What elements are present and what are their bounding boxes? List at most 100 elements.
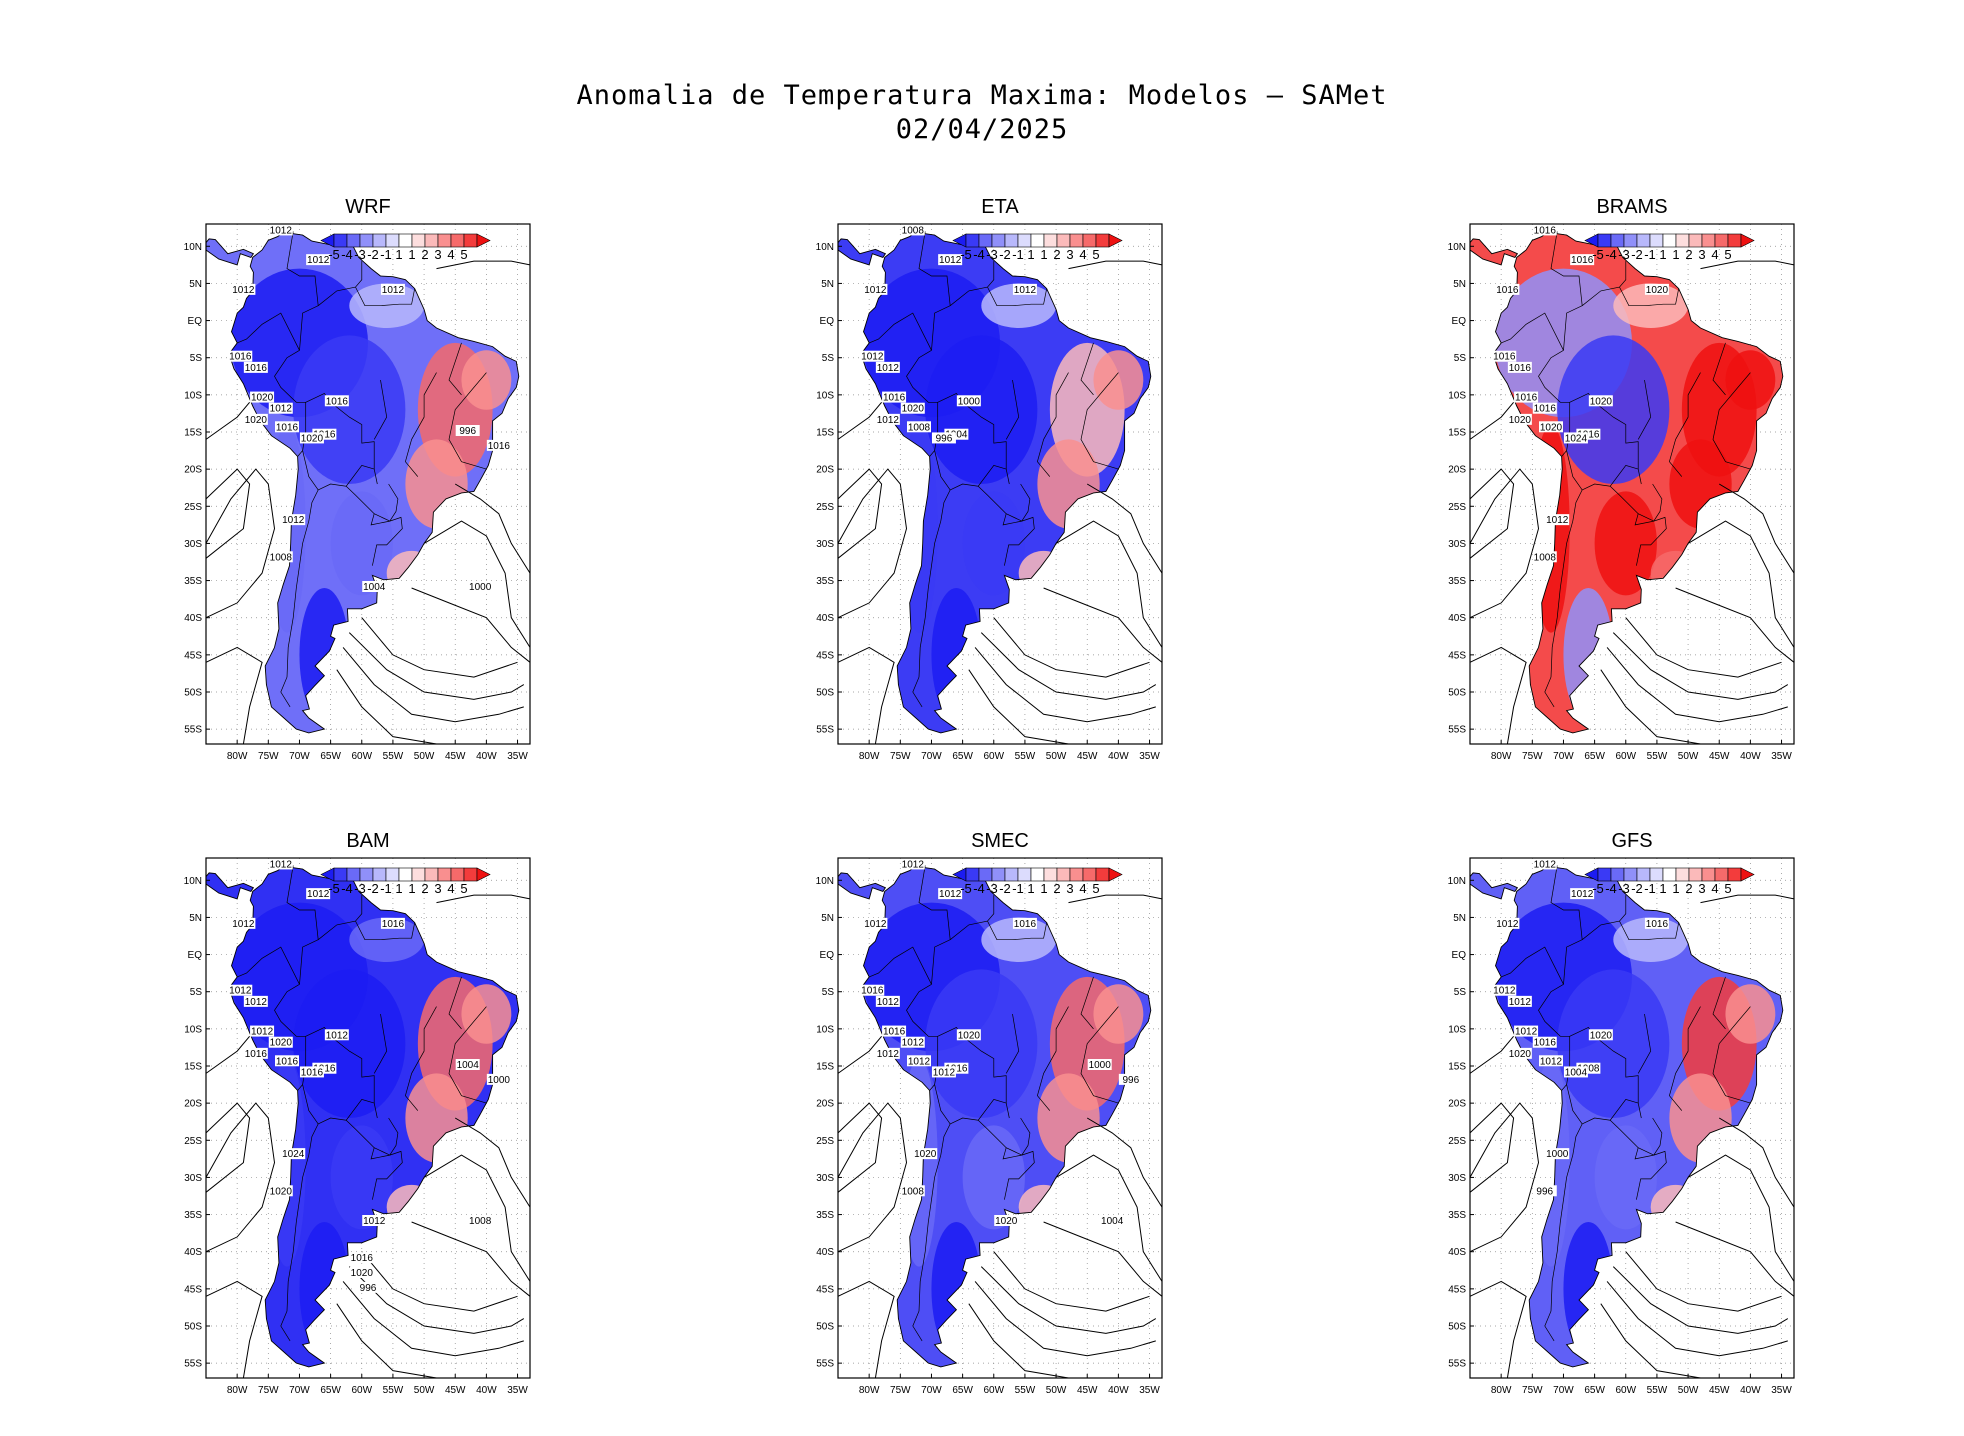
lon-tick-label: 55W	[1647, 1385, 1668, 1396]
map-frame	[1469, 857, 1795, 1379]
isobar-label-bg	[455, 1059, 480, 1070]
lat-tick-label: 55S	[184, 1359, 202, 1370]
isobar-label-bg	[938, 254, 963, 266]
isobar-label: 1016	[1534, 1038, 1557, 1049]
isobar-label: 1012	[1571, 889, 1594, 900]
isobar-label: 1008	[1577, 1064, 1600, 1075]
colorbar-label: -4	[1605, 247, 1617, 262]
lon-tick-label: 45W	[1077, 751, 1098, 762]
colorbar-label: -4	[973, 247, 985, 262]
colorbar-label: 5	[1724, 881, 1731, 896]
isobar-label-bg	[468, 581, 493, 592]
isobar-label-bg	[1532, 858, 1557, 870]
isobar-label: 1012	[1534, 859, 1557, 870]
colorbar-label: -5	[328, 881, 340, 896]
isobar-label: 1016	[313, 1064, 336, 1075]
isobar-label: 1000	[1546, 1149, 1569, 1160]
lat-tick-label: 10S	[184, 390, 202, 401]
isobar-label: 1012	[864, 919, 887, 930]
lon-tick-label: 45W	[1709, 1385, 1730, 1396]
colorbar-label: 2	[421, 881, 428, 896]
isobar-label: 1012	[877, 363, 900, 374]
isobar-label: 996	[1536, 1186, 1553, 1197]
colorbar-label: -5	[1592, 247, 1604, 262]
isobar-label-bg	[1507, 1047, 1532, 1059]
lon-tick-label: 65W	[1584, 751, 1605, 762]
isobar-label: 1020	[245, 415, 268, 426]
lon-tick-label: 35W	[1771, 1385, 1792, 1396]
lat-tick-label: 20S	[816, 465, 834, 476]
lat-tick-label: 45S	[1448, 650, 1466, 661]
isobar-label-bg	[380, 917, 405, 929]
colorbar-label: -1	[1012, 247, 1024, 262]
colorbar-label: 5	[460, 881, 467, 896]
isobar-label-bg	[900, 224, 925, 236]
colorbar-label: 1	[1040, 247, 1047, 262]
lat-tick-label: 40S	[184, 1247, 202, 1258]
colorbar-label: -1	[380, 881, 392, 896]
colorbar-label: -3	[986, 247, 998, 262]
isobar-label: 1016	[1509, 363, 1532, 374]
colorbar-label: -3	[354, 247, 366, 262]
isobar-label: 1000	[469, 582, 492, 593]
isobar-label-bg	[882, 1025, 907, 1037]
colorbar-label: 2	[1053, 247, 1060, 262]
lat-tick-label: 25S	[816, 1136, 834, 1147]
lon-tick-label: 75W	[890, 751, 911, 762]
isobar-label-bg	[1507, 413, 1532, 425]
isobar-label-bg	[228, 984, 253, 996]
anomaly-patch	[981, 917, 1057, 962]
coastline	[860, 229, 1152, 734]
lat-tick-label: 5N	[189, 279, 202, 290]
colorbar-label: -1	[1644, 881, 1656, 896]
isobar-label-bg	[1514, 1025, 1539, 1037]
colorbar-label: -2	[999, 881, 1011, 896]
colorbar-label: -4	[341, 881, 353, 896]
isobar-label-bg	[994, 1215, 1019, 1226]
colorbar-label: -5	[1592, 881, 1604, 896]
isobar-label-bg	[1539, 421, 1563, 433]
isobar-label: 1016	[883, 1027, 906, 1038]
isobar-label-bg	[486, 1073, 511, 1085]
lon-tick-label: 65W	[320, 751, 341, 762]
country-borders	[869, 865, 1119, 1342]
isobar-label-bg	[468, 1215, 493, 1226]
isobar-label-bg	[863, 283, 888, 295]
isobar-label-bg	[1570, 254, 1595, 266]
lat-tick-label: EQ	[188, 950, 203, 961]
lat-tick-label: 20S	[184, 1099, 202, 1110]
isobar-label-bg	[306, 888, 331, 900]
colorbar-label: -1	[1012, 881, 1024, 896]
lon-tick-label: 75W	[258, 1385, 279, 1396]
isobar-label-bg	[1087, 1059, 1112, 1070]
lon-tick-label: 60W	[983, 1385, 1004, 1396]
colorbar-label: -2	[367, 247, 379, 262]
isobar-label-bg	[268, 551, 293, 563]
lat-tick-label: 25S	[1448, 502, 1466, 513]
isobar-label: 1020	[958, 1030, 981, 1041]
isobar-label-bg	[275, 1055, 299, 1067]
lat-tick-label: 25S	[816, 502, 834, 513]
isobar-label-bg	[243, 413, 268, 425]
isobar-label-bg	[231, 283, 256, 295]
lat-tick-label: 40S	[184, 613, 202, 624]
lat-tick-label: 35S	[1448, 576, 1466, 587]
panel-title: ETA	[981, 196, 1019, 218]
isobar-label-bg	[1532, 1185, 1557, 1197]
colorbar-label: 5	[460, 247, 467, 262]
lat-tick-label: 15S	[816, 428, 834, 439]
isobar-label: 1012	[933, 1067, 956, 1078]
isobar-label-bg	[455, 425, 480, 436]
lon-tick-label: 75W	[890, 1385, 911, 1396]
isobar-label: 1012	[1014, 285, 1037, 296]
colorbar-label: 1	[408, 247, 415, 262]
colorbar-label: 1	[1672, 881, 1679, 896]
lon-tick-label: 45W	[445, 1385, 466, 1396]
lat-tick-label: 50S	[816, 688, 834, 699]
anomaly-patch	[330, 1125, 393, 1230]
isobar-label: 1004	[363, 582, 386, 593]
isobar-label: 1012	[232, 919, 255, 930]
lat-tick-label: 5N	[1453, 913, 1466, 924]
